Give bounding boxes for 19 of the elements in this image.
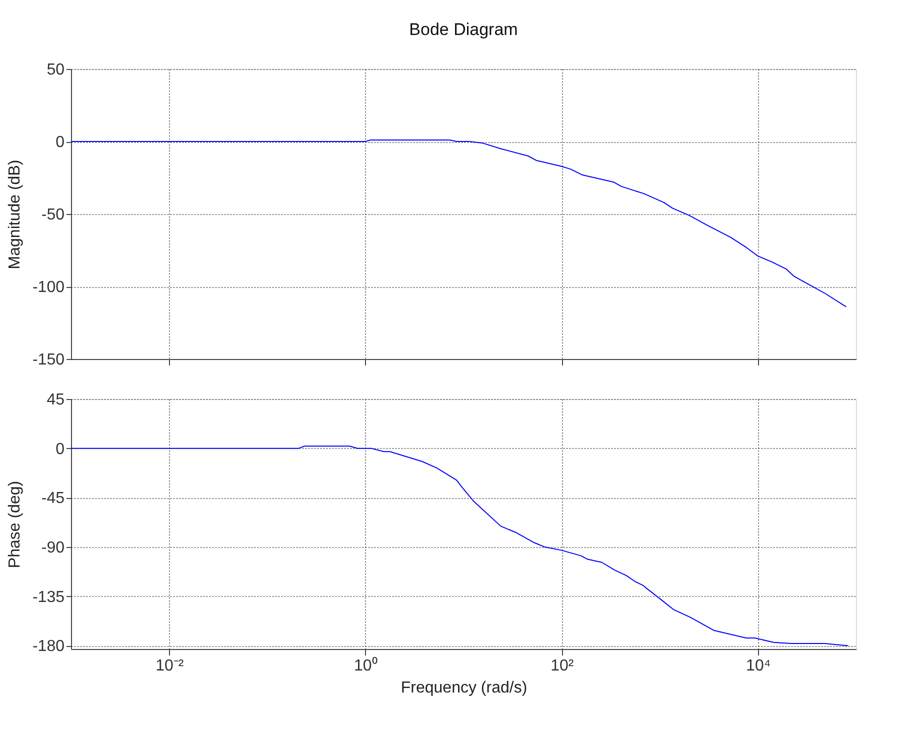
y-tick-label: -135 [32,588,65,606]
y-tick-label: 50 [46,62,65,78]
x-tick-label: 10⁰ [354,656,378,674]
y-tick-label: 0 [56,440,65,458]
x-axis-title: Frequency (rad/s) [400,680,528,696]
y-tick-label: -45 [41,490,65,508]
x-tick-label: 10⁻² [156,658,184,674]
y-axis-title: Phase (deg) [6,480,24,568]
y-tick-label: 0 [56,134,65,151]
y-tick-label: -90 [41,540,65,557]
x-tick-label: 10⁴ [746,658,771,674]
y-tick-label: -50 [41,206,65,224]
y-tick-label: -150 [32,352,65,368]
y-tick-label: -100 [32,279,65,296]
y-axis-title: Magnitude (dB) [6,160,24,270]
chart-title: Bode Diagram [409,20,518,39]
x-tick-label: 10² [550,658,574,674]
y-tick-label: -180 [32,638,65,656]
y-tick-label: 45 [46,392,65,408]
